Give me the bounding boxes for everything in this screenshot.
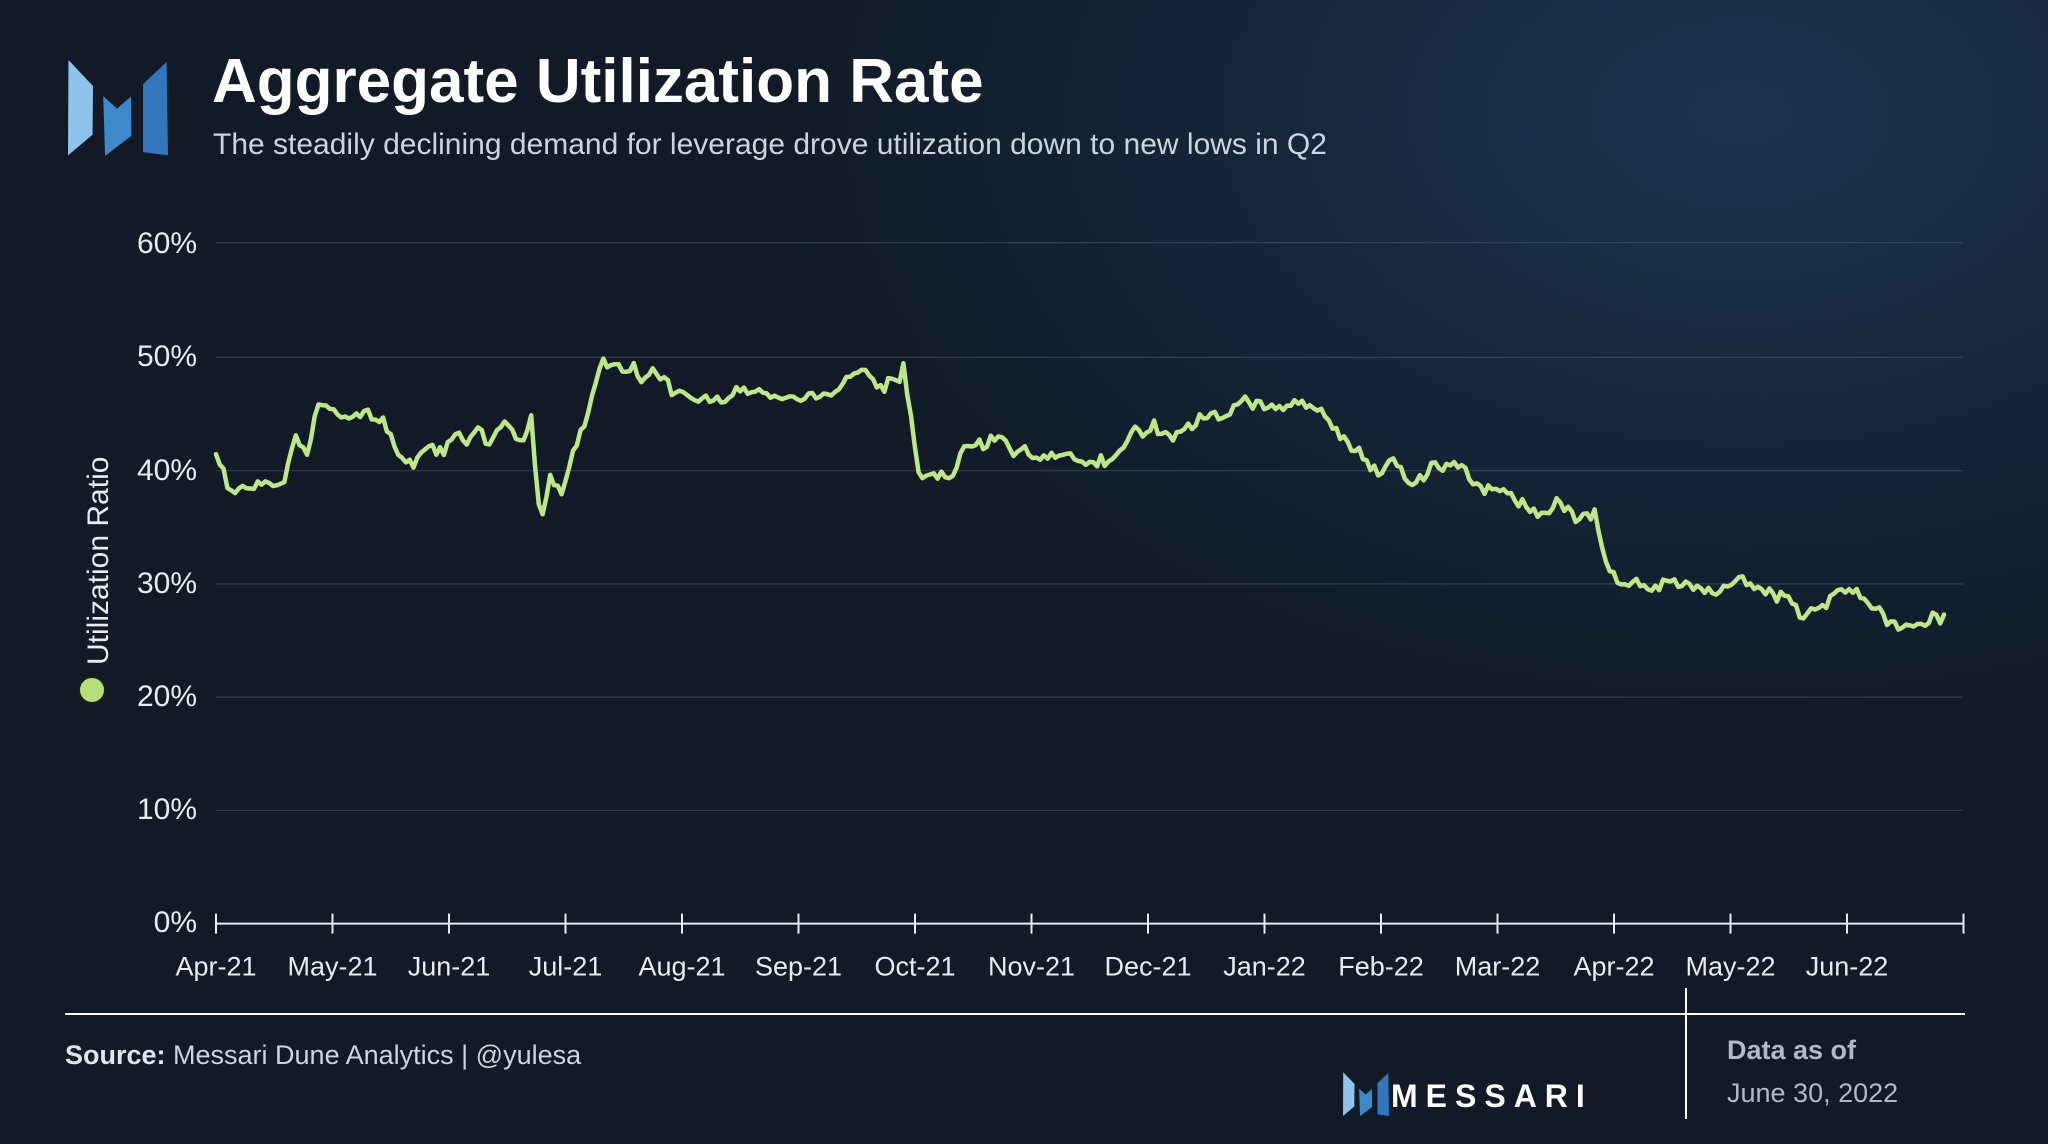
svg-text:Jul-21: Jul-21 [529, 952, 603, 982]
svg-text:Oct-21: Oct-21 [874, 952, 955, 982]
svg-text:0%: 0% [154, 906, 197, 939]
svg-text:Utilization Ratio: Utilization Ratio [82, 457, 115, 665]
svg-text:60%: 60% [137, 227, 197, 260]
svg-text:Sep-21: Sep-21 [755, 952, 842, 982]
svg-text:Apr-22: Apr-22 [1573, 952, 1654, 982]
svg-text:May-22: May-22 [1685, 952, 1775, 982]
svg-text:Nov-21: Nov-21 [988, 952, 1075, 982]
svg-text:Jan-22: Jan-22 [1223, 952, 1306, 982]
svg-text:20%: 20% [137, 680, 197, 713]
svg-text:50%: 50% [137, 340, 197, 373]
svg-text:40%: 40% [137, 454, 197, 487]
svg-text:May-21: May-21 [287, 952, 377, 982]
svg-text:Mar-22: Mar-22 [1455, 952, 1541, 982]
svg-text:30%: 30% [137, 567, 197, 600]
svg-text:Jun-22: Jun-22 [1806, 952, 1889, 982]
svg-text:10%: 10% [137, 793, 197, 826]
svg-text:Dec-21: Dec-21 [1104, 952, 1191, 982]
svg-text:Aug-21: Aug-21 [638, 952, 725, 982]
svg-text:Feb-22: Feb-22 [1338, 952, 1424, 982]
svg-text:Jun-21: Jun-21 [408, 952, 491, 982]
svg-text:Apr-21: Apr-21 [175, 952, 256, 982]
